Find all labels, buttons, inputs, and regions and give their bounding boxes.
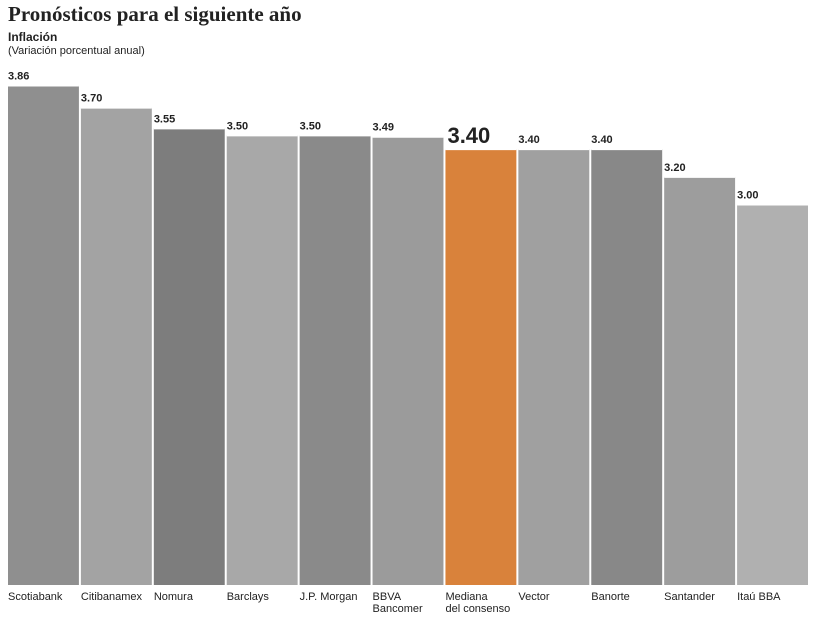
bar — [299, 135, 371, 585]
x-tick-label: Nomura — [153, 591, 193, 603]
value-label: 3.55 — [154, 113, 175, 125]
bar — [445, 149, 517, 585]
x-tick-label: BBVA Bancomer — [372, 591, 423, 615]
value-label: 3.50 — [227, 120, 248, 132]
bar — [8, 85, 79, 586]
value-label: 3.00 — [737, 190, 758, 202]
bar — [80, 107, 152, 585]
x-tick-label: Itaú BBA — [737, 591, 781, 603]
bar — [518, 149, 590, 585]
value-label: 3.40 — [518, 134, 539, 146]
value-label: 3.86 — [8, 71, 29, 83]
chart-note: (Variación porcentual anual) — [8, 45, 145, 57]
x-tick-label: Santander — [664, 591, 715, 603]
value-label: 3.49 — [373, 122, 394, 134]
bar — [226, 135, 298, 585]
x-tick-label: Citibanamex — [80, 591, 143, 603]
x-tick-label: J.P. Morgan — [299, 591, 358, 603]
x-tick-label: Barclays — [226, 591, 269, 603]
bar — [591, 149, 663, 585]
x-tick-label: Mediana del consenso — [445, 591, 511, 615]
bar — [664, 176, 736, 586]
x-tick-label: Banorte — [591, 591, 630, 603]
chart-subtitle: Inflación — [8, 30, 58, 44]
value-label: 3.40 — [591, 134, 612, 146]
value-label: 3.40 — [447, 123, 490, 148]
x-tick-label: Scotiabank — [8, 591, 63, 603]
bar — [372, 136, 444, 586]
x-tick-label: Vector — [518, 591, 550, 603]
bar — [153, 128, 225, 585]
value-label: 3.20 — [664, 162, 685, 174]
bar — [737, 204, 808, 585]
chart-title: Pronósticos para el siguiente año — [8, 2, 302, 26]
value-label: 3.70 — [81, 93, 102, 105]
value-label: 3.50 — [300, 120, 321, 132]
